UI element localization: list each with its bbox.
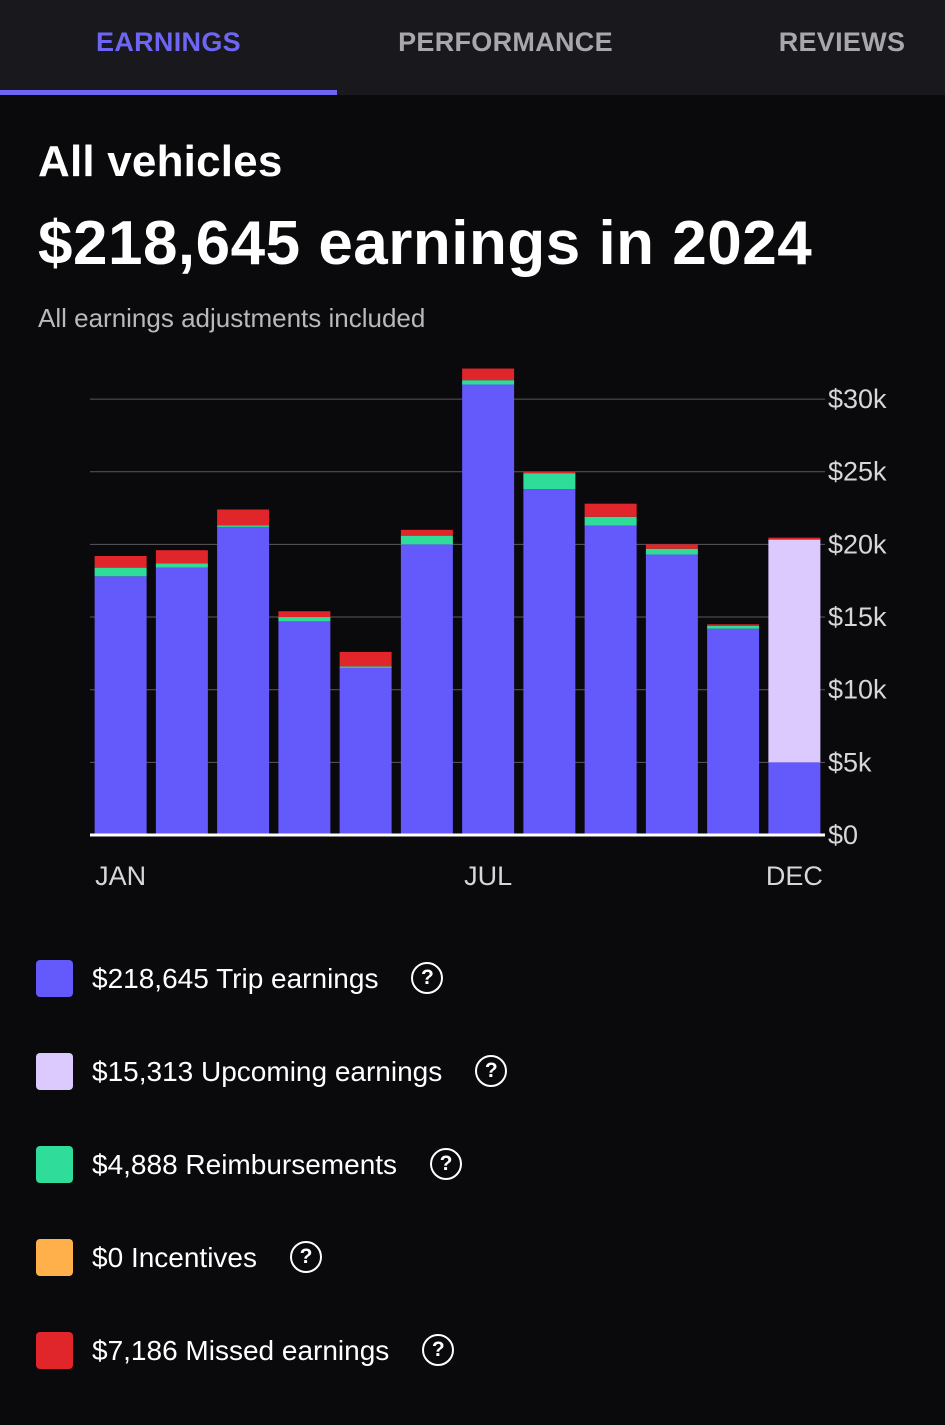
x-tick-label: JUL <box>464 861 512 891</box>
earnings-bar-chart: $0 $5k $10k $15k $20k $25k $30k JAN JUL DEC <box>90 368 887 891</box>
legend-item: $15,313 Upcoming earnings? <box>36 1053 916 1146</box>
legend-amount: $4,888 <box>92 1149 178 1180</box>
legend-amount: $218,645 <box>92 963 209 994</box>
bar-segment-reimbursements <box>707 625 760 629</box>
tab-earnings[interactable]: EARNINGS <box>96 27 241 57</box>
bar-segment-upcoming-earnings <box>768 539 821 763</box>
legend-swatch <box>36 1332 73 1369</box>
bar-segment-reimbursements <box>584 516 637 526</box>
bar-segment-trip-earnings <box>707 628 760 835</box>
legend-text: Upcoming earnings <box>201 1056 443 1087</box>
bar-segment-missed-earnings <box>645 544 698 549</box>
y-tick-label: $25k <box>828 457 887 487</box>
bar-segment-trip-earnings <box>462 384 515 835</box>
x-tick-label: JAN <box>95 861 146 891</box>
legend-label: $218,645 Trip earnings <box>92 960 378 997</box>
legend-label: $4,888 Reimbursements <box>92 1146 397 1183</box>
bar-segment-trip-earnings <box>339 667 392 835</box>
legend-label: $15,313 Upcoming earnings <box>92 1053 442 1090</box>
bar-segment-trip-earnings <box>523 489 576 835</box>
bar-segment-reimbursements <box>94 567 147 577</box>
bar-segment-reimbursements <box>768 539 821 540</box>
y-tick-label: $0 <box>828 820 858 850</box>
bar-segment-reimbursements <box>400 535 453 545</box>
legend-item: $0 Incentives? <box>36 1239 916 1332</box>
tab-bar: EARNINGS PERFORMANCE REVIEWS <box>0 0 945 95</box>
legend-amount: $15,313 <box>92 1056 194 1087</box>
help-icon[interactable]: ? <box>411 962 444 994</box>
bar-segment-reimbursements <box>462 380 515 385</box>
legend-item: $7,186 Missed earnings? <box>36 1332 916 1425</box>
x-tick-label: DEC <box>766 861 823 891</box>
bar-segment-trip-earnings <box>155 567 208 835</box>
legend-item: $218,645 Trip earnings? <box>36 960 916 1053</box>
chart-legend: $218,645 Trip earnings? $15,313 Upcoming … <box>36 960 916 1425</box>
y-tick-label: $30k <box>828 384 887 414</box>
legend-swatch <box>36 1053 73 1090</box>
tab-performance[interactable]: PERFORMANCE <box>398 27 613 57</box>
bar-segment-missed-earnings <box>707 624 760 626</box>
active-tab-indicator <box>0 90 337 95</box>
bar-segment-trip-earnings <box>584 525 637 835</box>
bar-segment-missed-earnings <box>523 471 576 474</box>
bar-segment-reimbursements <box>155 563 208 568</box>
y-tick-label: $10k <box>828 675 887 705</box>
bar-segment-reimbursements <box>523 473 576 490</box>
bar-segment-trip-earnings <box>645 554 698 835</box>
bar-segment-reimbursements <box>217 525 270 527</box>
bar-segment-reimbursements <box>278 617 331 622</box>
bar-segment-reimbursements <box>339 666 392 668</box>
bar-segment-missed-earnings <box>768 537 821 540</box>
bar-segment-missed-earnings <box>94 556 147 568</box>
bar-segment-missed-earnings <box>400 529 453 536</box>
tab-reviews[interactable]: REVIEWS <box>778 27 906 57</box>
bar-segment-missed-earnings <box>462 368 515 381</box>
bar-segment-trip-earnings <box>400 544 453 835</box>
bar-segment-missed-earnings <box>584 503 637 517</box>
bar-segment-trip-earnings <box>217 526 270 835</box>
bar-segment-trip-earnings <box>94 576 147 835</box>
legend-swatch <box>36 1146 73 1183</box>
bar-segment-missed-earnings <box>155 550 208 564</box>
legend-text: Incentives <box>130 1242 258 1273</box>
adjustments-note: All earnings adjustments included <box>38 303 426 333</box>
y-tick-label: $15k <box>828 602 887 632</box>
y-tick-label: $5k <box>828 747 872 777</box>
bar-segment-trip-earnings <box>278 621 331 835</box>
total-earnings-title: $218,645 earnings in 2024 <box>38 209 813 278</box>
help-icon[interactable]: ? <box>430 1148 463 1180</box>
legend-text: Trip earnings <box>216 963 379 994</box>
legend-text: Missed earnings <box>185 1335 390 1366</box>
legend-text: Reimbursements <box>185 1149 398 1180</box>
bar-segment-missed-earnings <box>217 509 270 526</box>
bar-segment-missed-earnings <box>339 651 392 667</box>
legend-item: $4,888 Reimbursements? <box>36 1146 916 1239</box>
legend-swatch <box>36 960 73 997</box>
y-tick-label: $20k <box>828 529 887 559</box>
vehicle-filter-heading: All vehicles <box>38 137 283 186</box>
bar-segment-trip-earnings <box>768 762 821 835</box>
bar-segment-reimbursements <box>645 548 698 555</box>
legend-label: $7,186 Missed earnings <box>92 1332 389 1369</box>
legend-swatch <box>36 1239 73 1276</box>
help-icon[interactable]: ? <box>290 1241 323 1273</box>
legend-label: $0 Incentives <box>92 1239 257 1276</box>
help-icon[interactable]: ? <box>422 1334 455 1366</box>
help-icon[interactable]: ? <box>475 1055 508 1087</box>
legend-amount: $7,186 <box>92 1335 178 1366</box>
legend-amount: $0 <box>92 1242 124 1273</box>
bar-segment-missed-earnings <box>278 611 331 618</box>
